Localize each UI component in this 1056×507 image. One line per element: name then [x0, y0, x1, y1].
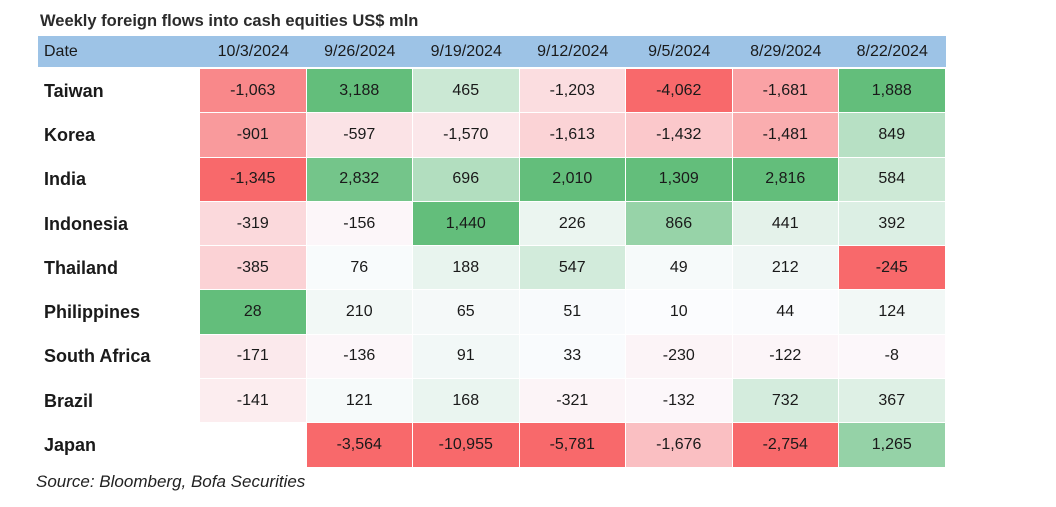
heatmap-cell: -1,063	[200, 69, 307, 114]
heatmap-cell: 2,010	[519, 157, 626, 202]
heatmap-cell: 547	[519, 246, 626, 291]
heatmap-cell: 849	[839, 113, 946, 158]
heatmap-cell: -245	[839, 246, 946, 291]
heatmap-cell: -1,676	[626, 423, 733, 468]
heatmap-cell: 33	[519, 334, 626, 380]
heatmap-cell: -3,564	[306, 423, 413, 468]
heatmap-cell: -136	[306, 334, 413, 380]
heatmap-cell: -1,681	[732, 69, 839, 114]
heatmap-cell: 696	[413, 157, 520, 202]
heatmap-cell: -319	[200, 201, 307, 247]
row-label: Brazil	[44, 390, 94, 411]
table-row: Thailand -385 76 188 547 49 212 -245	[38, 246, 946, 291]
heatmap-cell: -321	[519, 379, 626, 424]
heatmap-cell: -1,345	[200, 157, 307, 202]
heatmap-cell: 188	[413, 246, 520, 291]
heatmap-cell: 76	[306, 246, 413, 291]
heatmap-cell: 49	[626, 246, 733, 291]
heatmap-cell: -385	[200, 246, 307, 291]
row-label: Indonesia	[44, 213, 129, 234]
heatmap-cell: -1,613	[519, 113, 626, 158]
heatmap-cell: -1,432	[626, 113, 733, 158]
heatmap-cell: 465	[413, 69, 520, 114]
heatmap-cell: 210	[306, 290, 413, 335]
table-row: South Africa -171 -136 91 33 -230 -122 -8	[38, 334, 946, 380]
heatmap-cell: 1,309	[626, 157, 733, 202]
column-header: 8/22/2024	[856, 42, 928, 60]
heatmap-cell: -1,481	[732, 113, 839, 158]
heatmap-cell: -1,570	[413, 113, 520, 158]
heatmap-cell: -8	[839, 334, 946, 380]
heatmap-cell: -10,955	[413, 423, 520, 468]
heatmap-cell: 65	[413, 290, 520, 335]
column-header: 10/3/2024	[217, 42, 289, 60]
heatmap-cell: 10	[626, 290, 733, 335]
table-row: India -1,345 2,832 696 2,010 1,309 2,816 584	[38, 157, 946, 202]
heatmap-cell: -141	[200, 379, 307, 424]
heatmap-cell: 866	[626, 201, 733, 247]
heatmap-cell: 121	[306, 379, 413, 424]
heatmap-cell: -122	[732, 334, 839, 380]
heatmap-cell: 212	[732, 246, 839, 291]
heatmap-cell: 226	[519, 201, 626, 247]
heatmap-cell: 44	[732, 290, 839, 335]
heatmap-table: Taiwan -1,063 3,188 465 -1,203 -4,062 -1,681 1,…	[38, 69, 946, 468]
table-row: Philippines 28 210 65 51 10 44 124	[38, 290, 946, 335]
heatmap-cell: 168	[413, 379, 520, 424]
heatmap-cell: 3,188	[306, 69, 413, 114]
column-header: 8/29/2024	[750, 42, 822, 60]
heatmap-cell: 584	[839, 157, 946, 202]
heatmap-cell: -132	[626, 379, 733, 424]
table-row: Brazil -141 121 168 -321 -132 732 367	[38, 379, 946, 424]
chart-title: Weekly foreign flows into cash equities …	[40, 12, 419, 30]
table-row: Japan -3,564 -10,955 -5,781 -1,676 -2,754 1,26…	[38, 423, 946, 468]
heatmap-cell	[200, 423, 307, 468]
heatmap-cell: -597	[306, 113, 413, 158]
column-header: 9/26/2024	[324, 42, 396, 60]
heatmap-cell: 2,832	[306, 157, 413, 202]
column-header: 9/12/2024	[537, 42, 609, 60]
column-header: 9/5/2024	[648, 42, 711, 60]
row-label: Philippines	[44, 302, 141, 323]
row-label: South Africa	[44, 346, 151, 367]
heatmap-cell: -171	[200, 334, 307, 380]
row-label: India	[44, 169, 87, 190]
table-row: Indonesia -319 -156 1,440 226 866 441 392	[38, 201, 946, 247]
table-row: Taiwan -1,063 3,188 465 -1,203 -4,062 -1,681 1,…	[38, 69, 946, 114]
heatmap-cell: 732	[732, 379, 839, 424]
row-label: Taiwan	[44, 80, 104, 101]
heatmap-cell: -1,203	[519, 69, 626, 114]
heatmap-cell: 124	[839, 290, 946, 335]
heatmap-cell: 2,816	[732, 157, 839, 202]
row-label: Thailand	[44, 257, 119, 278]
heatmap-cell: 367	[839, 379, 946, 424]
heatmap-cell: 91	[413, 334, 520, 380]
header-date-label: Date	[44, 42, 78, 60]
heatmap-cell: 1,265	[839, 423, 946, 468]
heatmap-cell: 1,888	[839, 69, 946, 114]
heatmap-cell: -5,781	[519, 423, 626, 468]
row-label: Korea	[44, 124, 96, 145]
column-header: 9/19/2024	[430, 42, 502, 60]
heatmap-cell: -4,062	[626, 69, 733, 114]
heatmap-cell: -2,754	[732, 423, 839, 468]
row-label: Japan	[44, 435, 97, 456]
table-row: Korea -901 -597 -1,570 -1,613 -1,432 -1,481 849	[38, 113, 946, 158]
source-note: Source: Bloomberg, Bofa Securities	[36, 472, 306, 491]
heatmap-cell: -230	[626, 334, 733, 380]
heatmap-cell: 441	[732, 201, 839, 247]
heatmap-cell: -156	[306, 201, 413, 247]
heatmap-cell: -901	[200, 113, 307, 158]
heatmap-cell: 392	[839, 201, 946, 247]
table-header: Date 10/3/2024 9/26/2024 9/19/2024 9/12/…	[38, 36, 946, 67]
heatmap-cell: 28	[200, 290, 307, 335]
heatmap-cell: 1,440	[413, 201, 520, 247]
heatmap-cell: 51	[519, 290, 626, 335]
